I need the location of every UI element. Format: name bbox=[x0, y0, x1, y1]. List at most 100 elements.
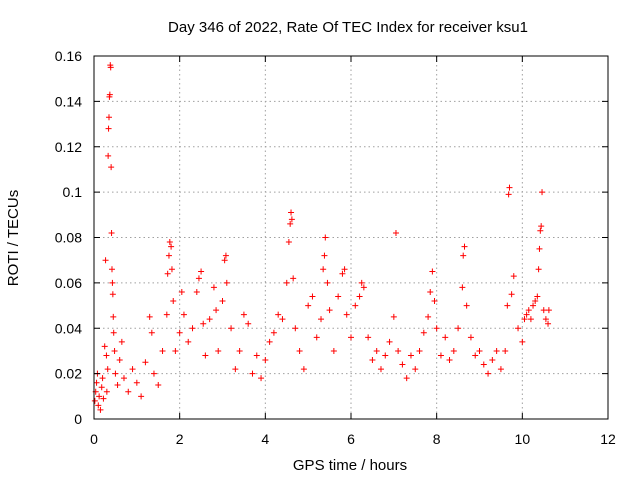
data-point bbox=[305, 302, 312, 309]
data-point bbox=[103, 352, 110, 359]
data-point bbox=[91, 397, 98, 404]
data-point bbox=[326, 307, 333, 314]
data-point bbox=[112, 370, 119, 377]
data-point bbox=[185, 338, 192, 345]
data-point bbox=[324, 279, 331, 286]
data-point bbox=[105, 114, 112, 121]
data-point bbox=[377, 366, 384, 373]
data-point bbox=[210, 284, 217, 291]
data-point bbox=[285, 239, 292, 246]
data-point bbox=[146, 313, 153, 320]
axis-ticks bbox=[93, 55, 609, 420]
data-point bbox=[189, 325, 196, 332]
data-point bbox=[519, 338, 526, 345]
data-point bbox=[163, 311, 170, 318]
data-point bbox=[129, 366, 136, 373]
data-point bbox=[109, 279, 116, 286]
data-point bbox=[120, 375, 127, 382]
data-point bbox=[403, 375, 410, 382]
data-point bbox=[386, 338, 393, 345]
x-tick-label: 8 bbox=[433, 431, 441, 447]
data-point bbox=[369, 357, 376, 364]
data-point bbox=[101, 343, 108, 350]
data-point bbox=[178, 288, 185, 295]
data-point bbox=[106, 91, 113, 98]
data-point bbox=[348, 334, 354, 341]
chart-title: Day 346 of 2022, Rate Of TEC Index for r… bbox=[168, 19, 528, 36]
y-tick-label: 0.02 bbox=[55, 366, 82, 382]
data-point bbox=[504, 302, 511, 309]
data-point bbox=[335, 293, 342, 300]
data-point bbox=[527, 316, 534, 323]
x-tick-label: 4 bbox=[261, 431, 269, 447]
data-point bbox=[420, 329, 427, 336]
data-point bbox=[508, 291, 515, 298]
data-point bbox=[382, 352, 389, 359]
data-point bbox=[270, 329, 277, 336]
data-point bbox=[425, 313, 432, 320]
data-point bbox=[107, 64, 114, 71]
data-point bbox=[245, 320, 252, 327]
data-point bbox=[476, 347, 483, 354]
data-point bbox=[429, 268, 436, 275]
grid-lines bbox=[94, 56, 608, 419]
data-point bbox=[416, 347, 423, 354]
data-point bbox=[292, 325, 299, 332]
data-point bbox=[104, 366, 111, 373]
y-tick-label: 0.14 bbox=[55, 93, 82, 109]
data-point bbox=[442, 334, 449, 341]
data-point bbox=[455, 325, 462, 332]
data-point bbox=[536, 245, 543, 252]
data-point bbox=[399, 361, 406, 368]
data-point bbox=[390, 313, 397, 320]
y-tick-label: 0.04 bbox=[55, 320, 82, 336]
data-point bbox=[467, 334, 474, 341]
data-point bbox=[510, 273, 517, 280]
data-point bbox=[262, 357, 269, 364]
data-point bbox=[116, 357, 123, 364]
data-point bbox=[105, 125, 112, 132]
data-point bbox=[461, 243, 468, 250]
data-point bbox=[133, 379, 140, 386]
data-point bbox=[309, 293, 316, 300]
data-point bbox=[352, 302, 359, 309]
data-point bbox=[373, 347, 380, 354]
data-point bbox=[460, 252, 467, 259]
data-point bbox=[446, 357, 453, 364]
data-point bbox=[236, 347, 243, 354]
data-point bbox=[283, 279, 290, 286]
data-point bbox=[170, 298, 177, 305]
data-point bbox=[525, 307, 532, 314]
data-point bbox=[166, 239, 173, 246]
data-point bbox=[296, 347, 303, 354]
data-point bbox=[118, 338, 125, 345]
data-point bbox=[172, 347, 179, 354]
data-point bbox=[360, 284, 367, 291]
data-point bbox=[108, 164, 115, 171]
y-tick-label: 0.1 bbox=[63, 184, 83, 200]
data-point bbox=[497, 366, 504, 373]
x-tick-label: 0 bbox=[90, 431, 98, 447]
data-point bbox=[114, 381, 121, 388]
data-point bbox=[523, 311, 530, 318]
data-point bbox=[450, 347, 457, 354]
data-point bbox=[538, 223, 545, 230]
data-point bbox=[168, 243, 175, 250]
data-point bbox=[431, 298, 438, 305]
x-tick-label: 10 bbox=[515, 431, 531, 447]
y-tick-label: 0.12 bbox=[55, 139, 82, 155]
data-point bbox=[472, 352, 479, 359]
tick-labels: 0 2 4 6 8 10 12 0 0.02 0.04 0.06 0.08 0.1 0.12 0.14 0.1… bbox=[55, 48, 616, 447]
data-point bbox=[288, 209, 295, 216]
data-point bbox=[489, 357, 496, 364]
data-point bbox=[502, 347, 509, 354]
data-point bbox=[459, 284, 466, 291]
data-point bbox=[542, 316, 549, 323]
data-points bbox=[91, 62, 552, 413]
data-point bbox=[198, 268, 205, 275]
data-point bbox=[215, 347, 222, 354]
data-point bbox=[221, 257, 228, 264]
data-point bbox=[275, 311, 282, 318]
data-point bbox=[103, 388, 110, 395]
